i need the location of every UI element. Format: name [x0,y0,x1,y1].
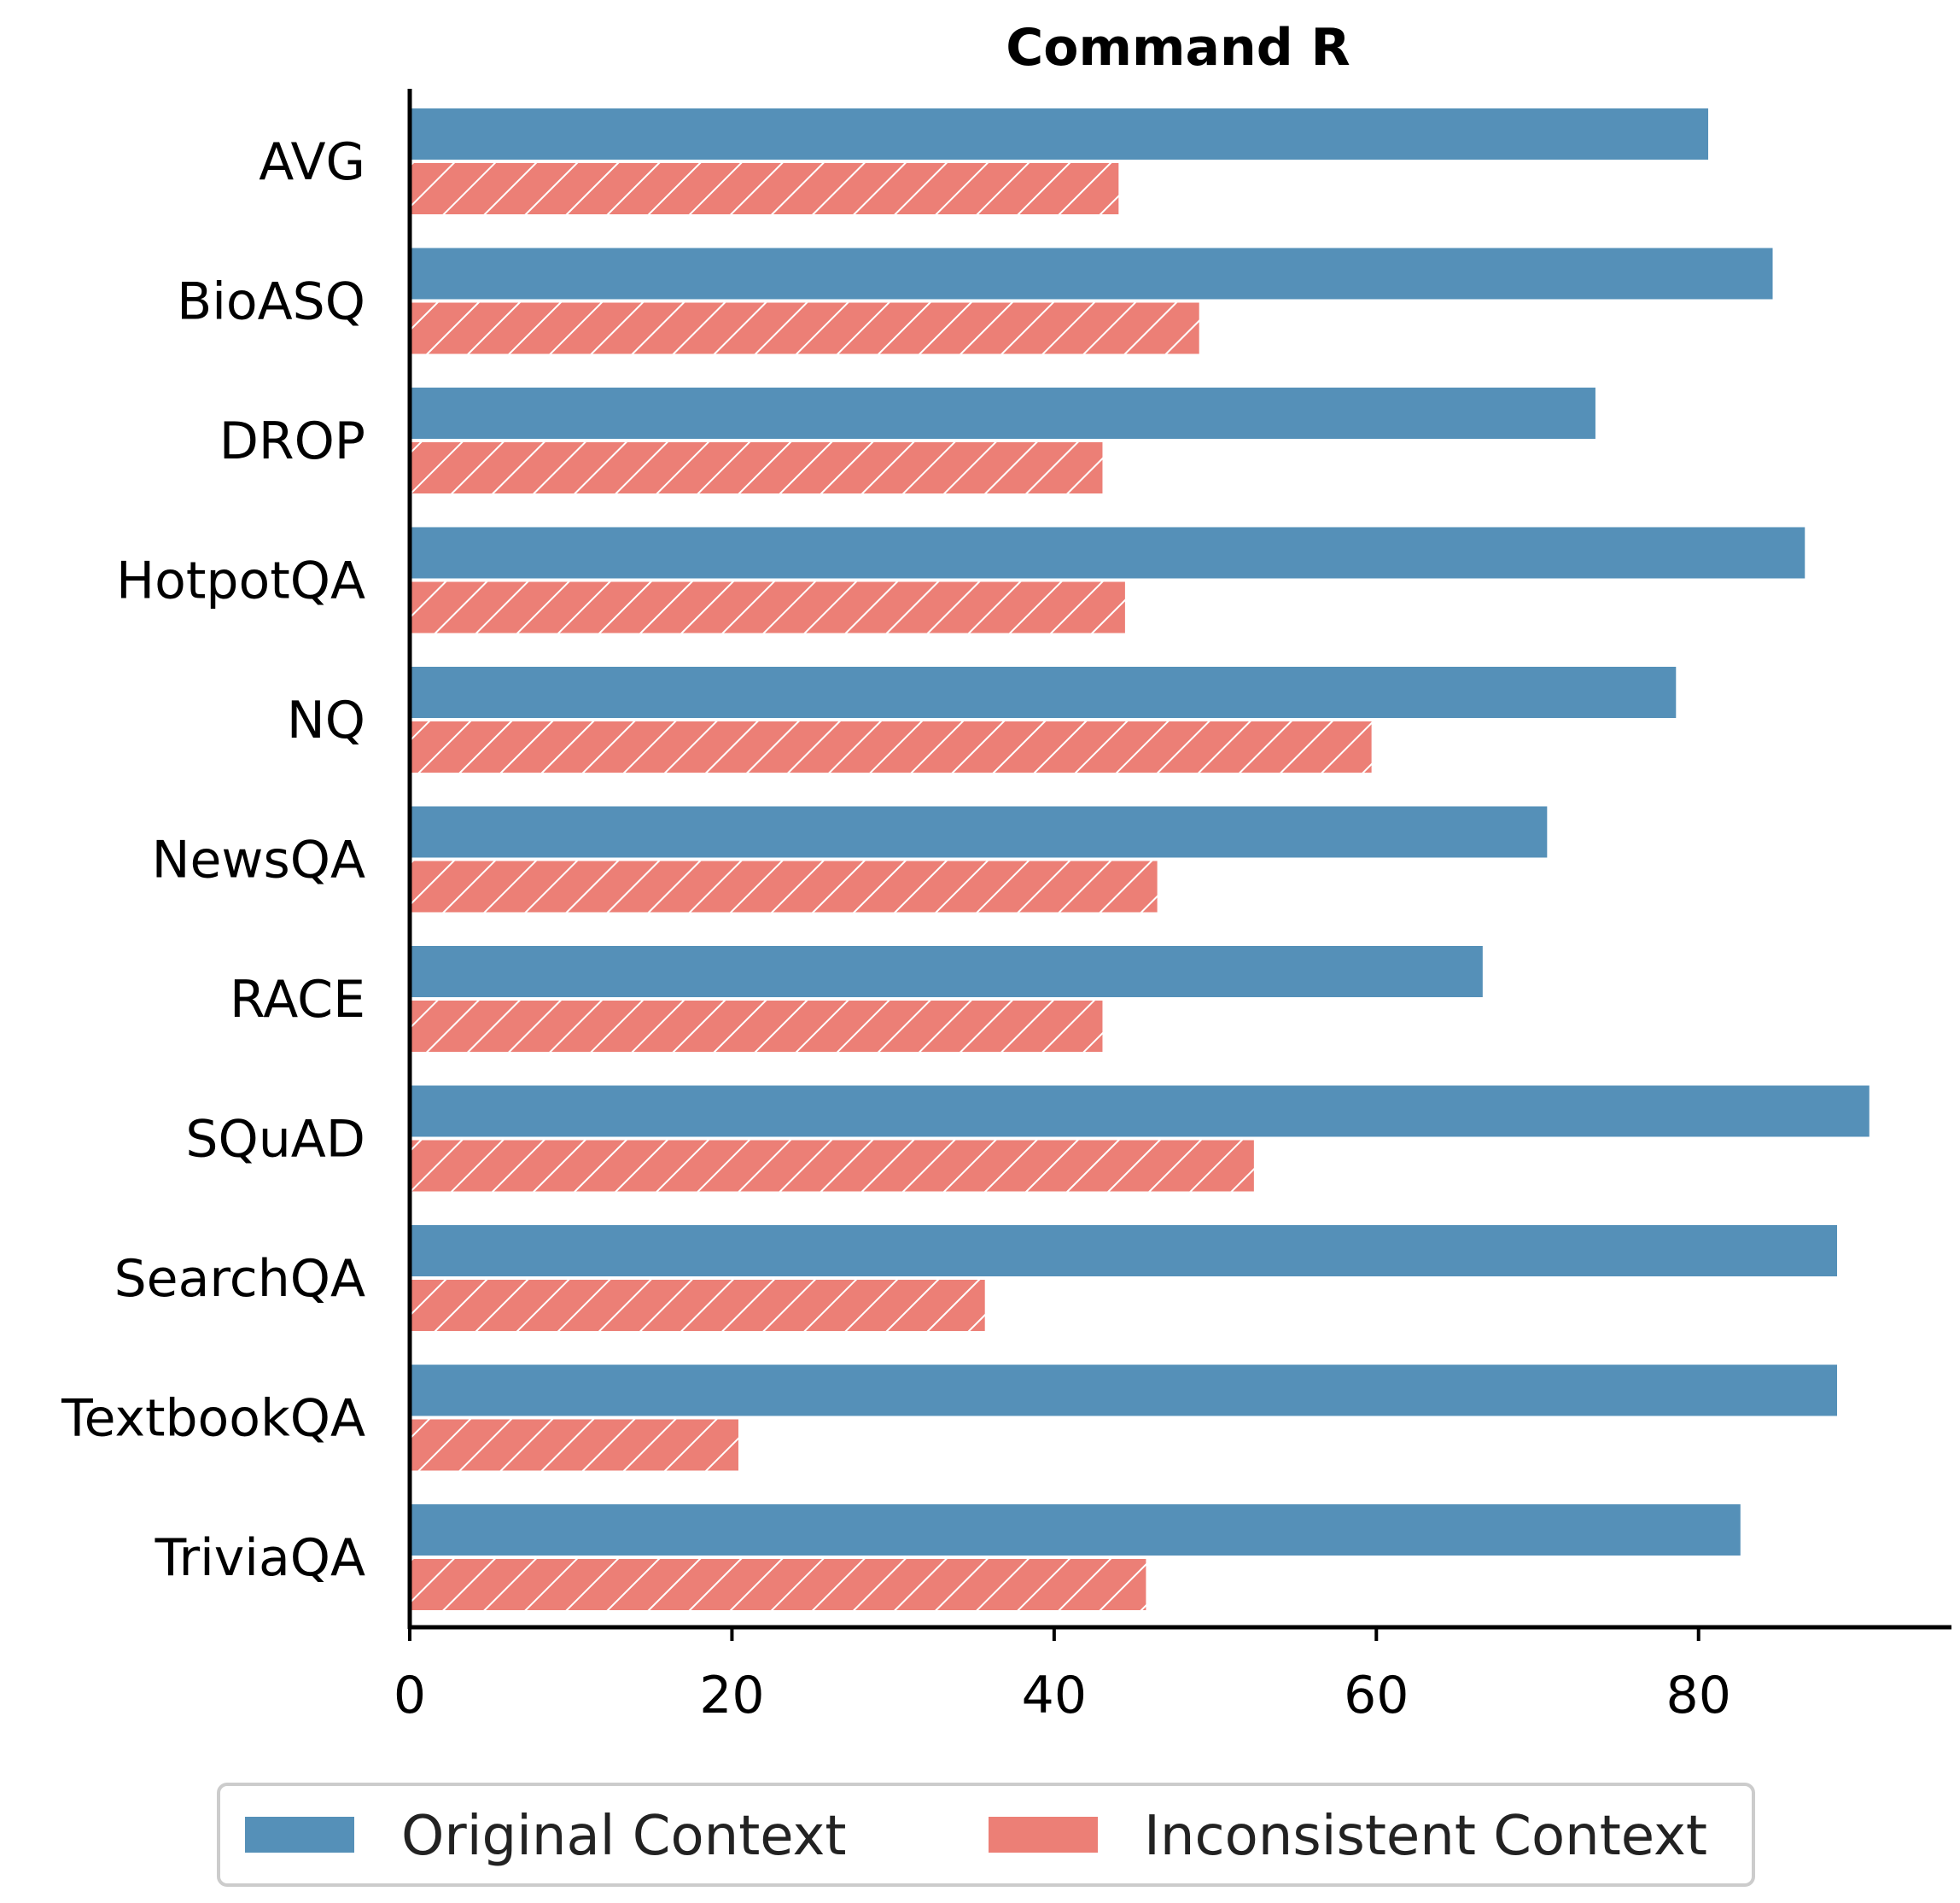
legend-label-inconsistent: Inconsistent Context [1144,1805,1707,1868]
x-axis-ticks: 0 20 40 60 80 [394,1627,1731,1725]
category-label: TriviaQA [155,1528,365,1588]
legend: Original Context Inconsistent Context [217,1783,1755,1887]
bar-original-avg [410,108,1709,160]
category-label: BioASQ [177,272,365,332]
bar-original-nq [410,667,1677,718]
category-label: TextbookQA [61,1389,365,1449]
bar-original-textbookqa [410,1364,1838,1416]
bar-inconsistent-triviaqa [410,1559,1146,1610]
chart-title: Command R [1006,18,1350,78]
bar-original-triviaqa [410,1504,1741,1556]
bar-original-newsqa [410,806,1548,858]
category-label: DROP [219,412,365,471]
x-tick-label: 20 [699,1666,764,1725]
bar-inconsistent-avg [410,163,1119,214]
bar-original-searchqa [410,1225,1838,1276]
legend-frame [217,1783,1755,1887]
x-tick-label: 80 [1666,1666,1731,1725]
bar-original-hotpotqa [410,527,1805,579]
bar-inconsistent-searchqa [410,1280,985,1331]
category-label: RACE [230,970,365,1030]
bar-inconsistent-bioasq [410,302,1199,354]
bars-group [410,108,1870,1610]
legend-swatch-inconsistent [989,1817,1098,1853]
category-label: SearchQA [114,1249,365,1309]
bar-inconsistent-textbookqa [410,1419,738,1471]
bar-inconsistent-race [410,1001,1103,1052]
bar-original-bioasq [410,248,1773,300]
bar-original-race [410,946,1483,997]
category-label: NQ [287,691,365,750]
bar-original-drop [410,388,1595,439]
category-label: AVG [259,132,365,192]
category-label: HotpotQA [116,552,365,611]
bar-original-squad [410,1085,1870,1137]
category-label: SQuAD [185,1110,365,1170]
category-labels: AVG BioASQ DROP HotpotQA NQ NewsQA RACE SQuAD Se… [61,132,365,1588]
bar-inconsistent-squad [410,1140,1254,1192]
bar-inconsistent-drop [410,442,1103,493]
x-tick-label: 0 [394,1666,426,1725]
bar-inconsistent-newsqa [410,861,1158,913]
legend-label-original: Original Context [401,1805,847,1868]
category-label: NewsQA [152,831,365,890]
x-tick-label: 40 [1022,1666,1087,1725]
bar-inconsistent-hotpotqa [410,581,1125,633]
bar-inconsistent-nq [410,721,1372,773]
legend-swatch-original [245,1817,354,1853]
x-tick-label: 60 [1344,1666,1409,1725]
